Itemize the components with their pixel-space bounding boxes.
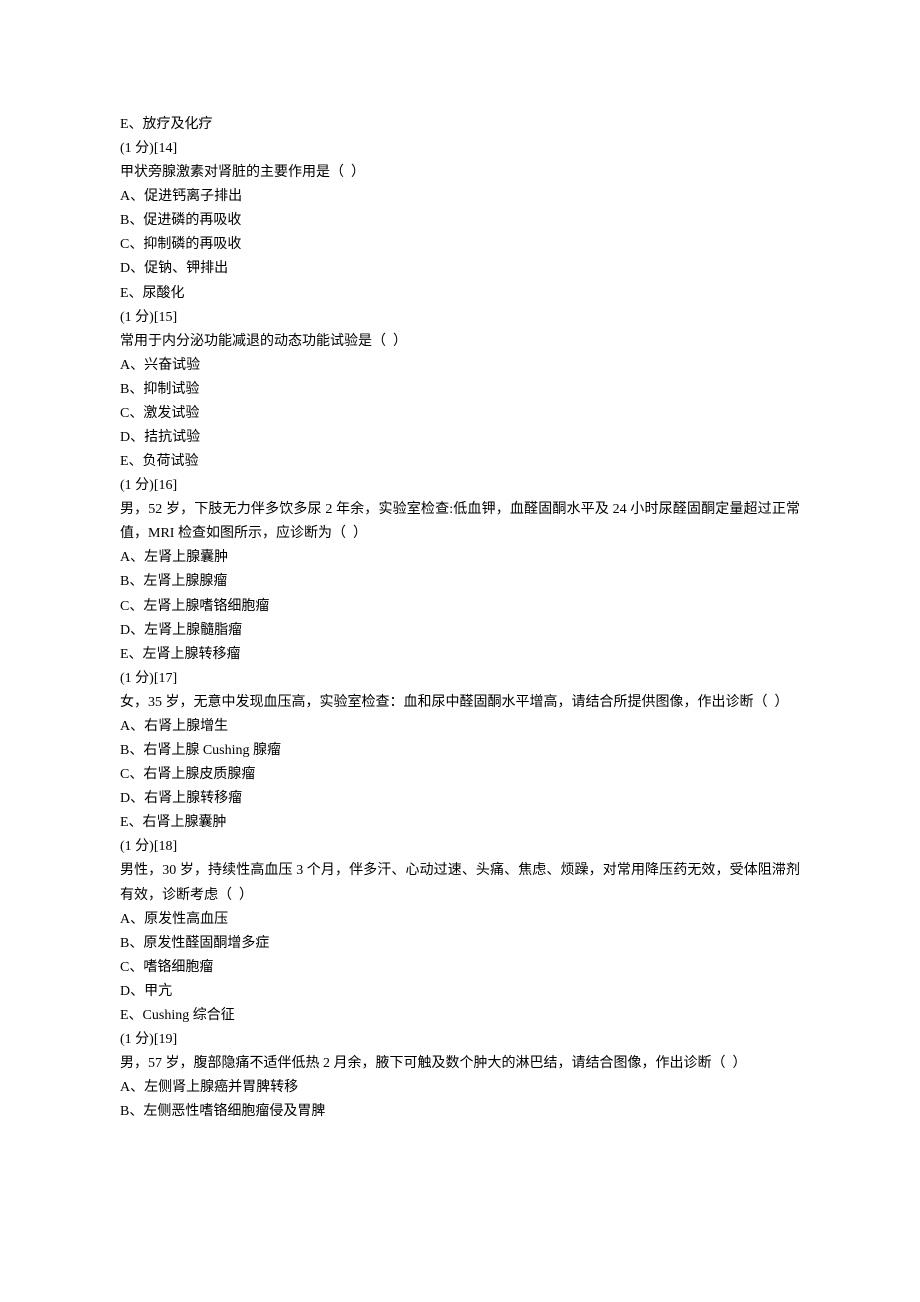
text-line: A、原发性高血压 — [120, 908, 800, 932]
text-line: (1 分)[16] — [120, 474, 800, 498]
text-line: A、右肾上腺增生 — [120, 715, 800, 739]
text-line: E、尿酸化 — [120, 282, 800, 306]
text-line: E、Cushing 综合征 — [120, 1004, 800, 1028]
text-line: C、左肾上腺嗜铬细胞瘤 — [120, 595, 800, 619]
text-line: 女，35 岁，无意中发现血压高，实验室检查：血和尿中醛固酮水平增高，请结合所提供… — [120, 691, 800, 715]
text-line: B、右肾上腺 Cushing 腺瘤 — [120, 739, 800, 763]
text-line: A、兴奋试验 — [120, 354, 800, 378]
text-line: 男，57 岁，腹部隐痛不适伴低热 2 月余，腋下可触及数个肿大的淋巴结，请结合图… — [120, 1052, 800, 1076]
text-line: B、左侧恶性嗜铬细胞瘤侵及胃脾 — [120, 1100, 800, 1124]
text-line: D、甲亢 — [120, 980, 800, 1004]
text-line: B、原发性醛固酮增多症 — [120, 932, 800, 956]
text-line: C、右肾上腺皮质腺瘤 — [120, 763, 800, 787]
document-page: E、放疗及化疗 (1 分)[14] 甲状旁腺激素对肾脏的主要作用是（ ） A、促… — [0, 0, 920, 1302]
text-line: E、放疗及化疗 — [120, 113, 800, 137]
text-line: 常用于内分泌功能减退的动态功能试验是（ ） — [120, 330, 800, 354]
text-line: D、左肾上腺髓脂瘤 — [120, 619, 800, 643]
text-line: C、嗜铬细胞瘤 — [120, 956, 800, 980]
text-line: A、左肾上腺囊肿 — [120, 546, 800, 570]
text-line: E、右肾上腺囊肿 — [120, 811, 800, 835]
text-line: D、促钠、钾排出 — [120, 257, 800, 281]
text-line: D、右肾上腺转移瘤 — [120, 787, 800, 811]
text-line: C、激发试验 — [120, 402, 800, 426]
text-line: 男性，30 岁，持续性高血压 3 个月，伴多汗、心动过速、头痛、焦虑、烦躁，对常… — [120, 859, 800, 907]
text-line: B、抑制试验 — [120, 378, 800, 402]
text-line: B、促进磷的再吸收 — [120, 209, 800, 233]
text-line: (1 分)[18] — [120, 835, 800, 859]
text-line: A、促进钙离子排出 — [120, 185, 800, 209]
text-line: E、负荷试验 — [120, 450, 800, 474]
text-line: B、左肾上腺腺瘤 — [120, 570, 800, 594]
text-line: (1 分)[17] — [120, 667, 800, 691]
text-line: A、左侧肾上腺癌并胃脾转移 — [120, 1076, 800, 1100]
text-line: C、抑制磷的再吸收 — [120, 233, 800, 257]
text-line: (1 分)[14] — [120, 137, 800, 161]
text-line: 甲状旁腺激素对肾脏的主要作用是（ ） — [120, 161, 800, 185]
text-line: (1 分)[15] — [120, 306, 800, 330]
text-line: (1 分)[19] — [120, 1028, 800, 1052]
text-line: D、拮抗试验 — [120, 426, 800, 450]
text-line: 男，52 岁，下肢无力伴多饮多尿 2 年余，实验室检查:低血钾，血醛固酮水平及 … — [120, 498, 800, 546]
text-line: E、左肾上腺转移瘤 — [120, 643, 800, 667]
